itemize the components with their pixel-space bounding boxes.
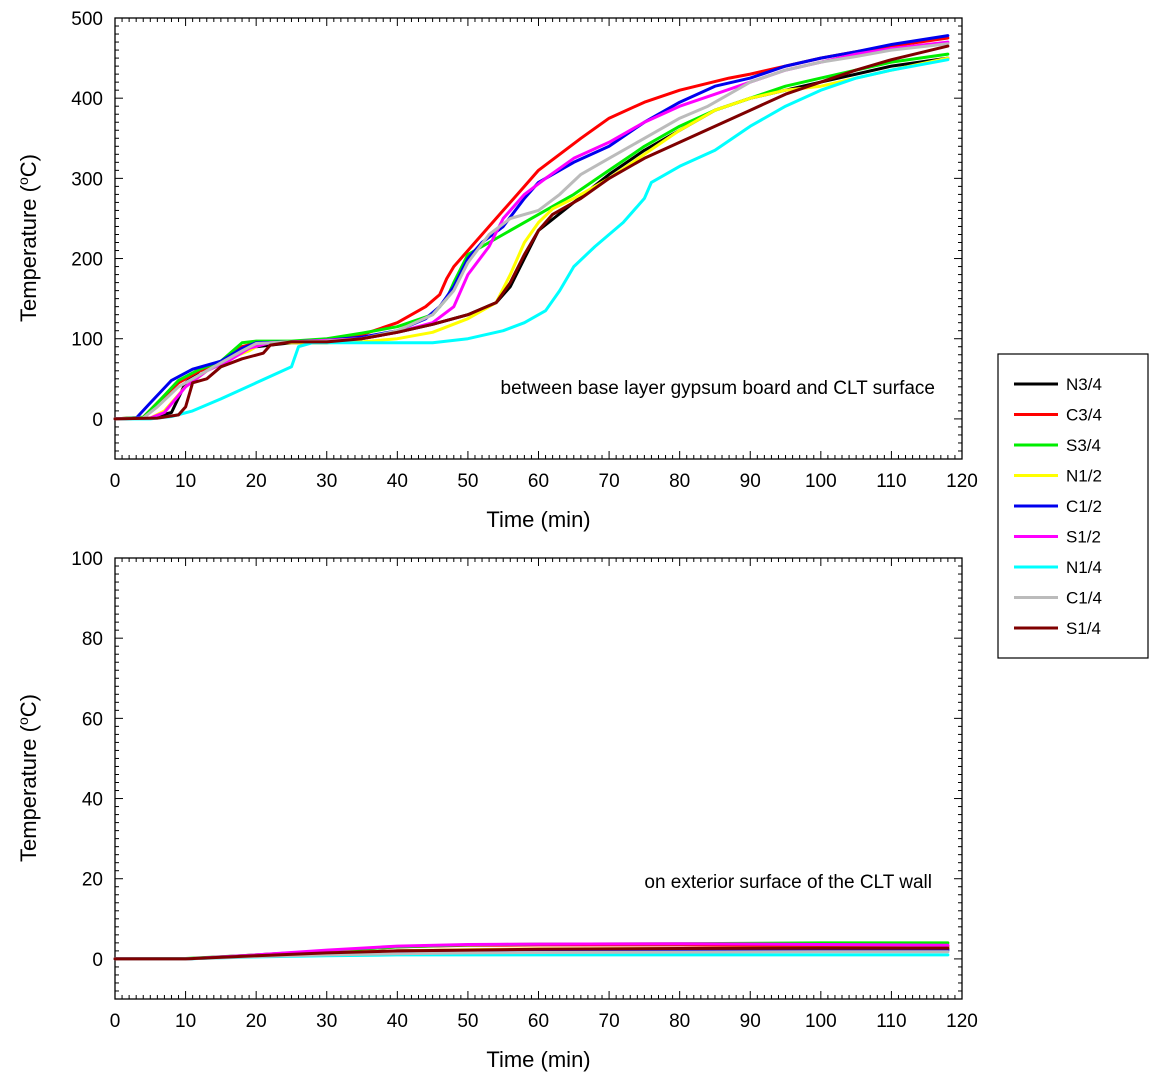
legend-label: C1/4: [1066, 589, 1102, 608]
x-tick-label: 80: [669, 1011, 690, 1032]
y-tick-label: 400: [71, 89, 103, 110]
series-line-N3-4: [113, 56, 950, 421]
x-tick-label: 90: [740, 471, 761, 492]
x-tick-label: 50: [457, 1011, 478, 1032]
chart-panel-2: 0 10 20 30 40 50 60 70 80 90 100 110 120 0 20 40 60 80 100…: [15, 549, 978, 1072]
x-tick-label: 120: [946, 471, 978, 492]
y-tick-label: 20: [82, 870, 103, 891]
legend-label: S1/4: [1066, 619, 1101, 638]
legend-label: S1/2: [1066, 528, 1101, 547]
series-line-C1-4: [113, 42, 950, 421]
x-tick-label: 110: [876, 1011, 906, 1032]
legend-label: N3/4: [1066, 375, 1102, 394]
x-tick-label: 30: [316, 471, 337, 492]
y-axis-label: Temperature (oC): [15, 154, 41, 322]
y-tick-label: 300: [71, 169, 103, 190]
y-tick-label: 40: [82, 790, 103, 811]
legend-label: C1/2: [1066, 497, 1102, 516]
annotation: on exterior surface of the CLT wall: [644, 872, 932, 893]
series-line-S1-4: [113, 946, 950, 961]
chart-panel-1: 0 10 20 30 40 50 60 70 80 90 100 110 120 0 100 200 300 40…: [15, 9, 978, 532]
x-tick-label: 120: [946, 1011, 978, 1032]
legend-label: C3/4: [1066, 406, 1102, 425]
y-tick-label: 0: [92, 410, 103, 431]
x-axis-label: Time (min): [486, 1047, 590, 1072]
plot-frame: [114, 557, 963, 1000]
x-tick-label: 100: [805, 1011, 837, 1032]
y-axis-label: Temperature (oC): [15, 694, 41, 862]
y-tick-label: 200: [71, 250, 103, 271]
x-tick-label: 70: [599, 1011, 620, 1032]
series-group: [113, 941, 950, 961]
y-tick-label: 500: [71, 9, 103, 30]
series-line-S1-4: [113, 44, 950, 421]
legend-label: N1/4: [1066, 558, 1102, 577]
y-tick-label: 0: [92, 950, 103, 971]
legend-label: N1/2: [1066, 467, 1102, 486]
x-tick-label: 0: [110, 471, 121, 492]
annotation: between base layer gypsum board and CLT …: [501, 378, 935, 399]
series-line-S3-4: [113, 52, 950, 421]
x-tick-label: 30: [316, 1011, 337, 1032]
x-tick-label: 60: [528, 1011, 549, 1032]
y-tick-label: 60: [82, 709, 103, 730]
x-tick-label: 50: [457, 471, 478, 492]
x-tick-label: 80: [669, 471, 690, 492]
x-tick-label: 0: [110, 1011, 121, 1032]
y-tick-label: 100: [71, 330, 103, 351]
x-tick-label: 70: [599, 471, 620, 492]
y-tick-label: 100: [71, 549, 103, 570]
x-axis-label: Time (min): [486, 507, 590, 532]
series-group: [113, 34, 950, 421]
x-tick-label: 10: [175, 1011, 196, 1032]
y-tick-label: 80: [82, 629, 103, 650]
series-line-N1-2: [113, 56, 950, 421]
series-line-C3-4: [113, 36, 950, 421]
legend-label: S3/4: [1066, 436, 1101, 455]
x-tick-label: 60: [528, 471, 549, 492]
x-tick-label: 40: [387, 471, 408, 492]
x-tick-label: 20: [246, 471, 267, 492]
legend: N3/4 C3/4 S3/4 N1/2 C1/2 S1/2 N1/4 C1/4 S1/4: [997, 353, 1149, 659]
series-line-N1-4: [113, 58, 950, 421]
series-line-C1-2: [113, 34, 950, 421]
x-tick-label: 40: [387, 1011, 408, 1032]
x-tick-label: 100: [805, 471, 837, 492]
x-tick-label: 20: [246, 1011, 267, 1032]
x-tick-label: 10: [175, 471, 196, 492]
x-tick-label: 90: [740, 1011, 761, 1032]
x-tick-label: 110: [876, 471, 906, 492]
